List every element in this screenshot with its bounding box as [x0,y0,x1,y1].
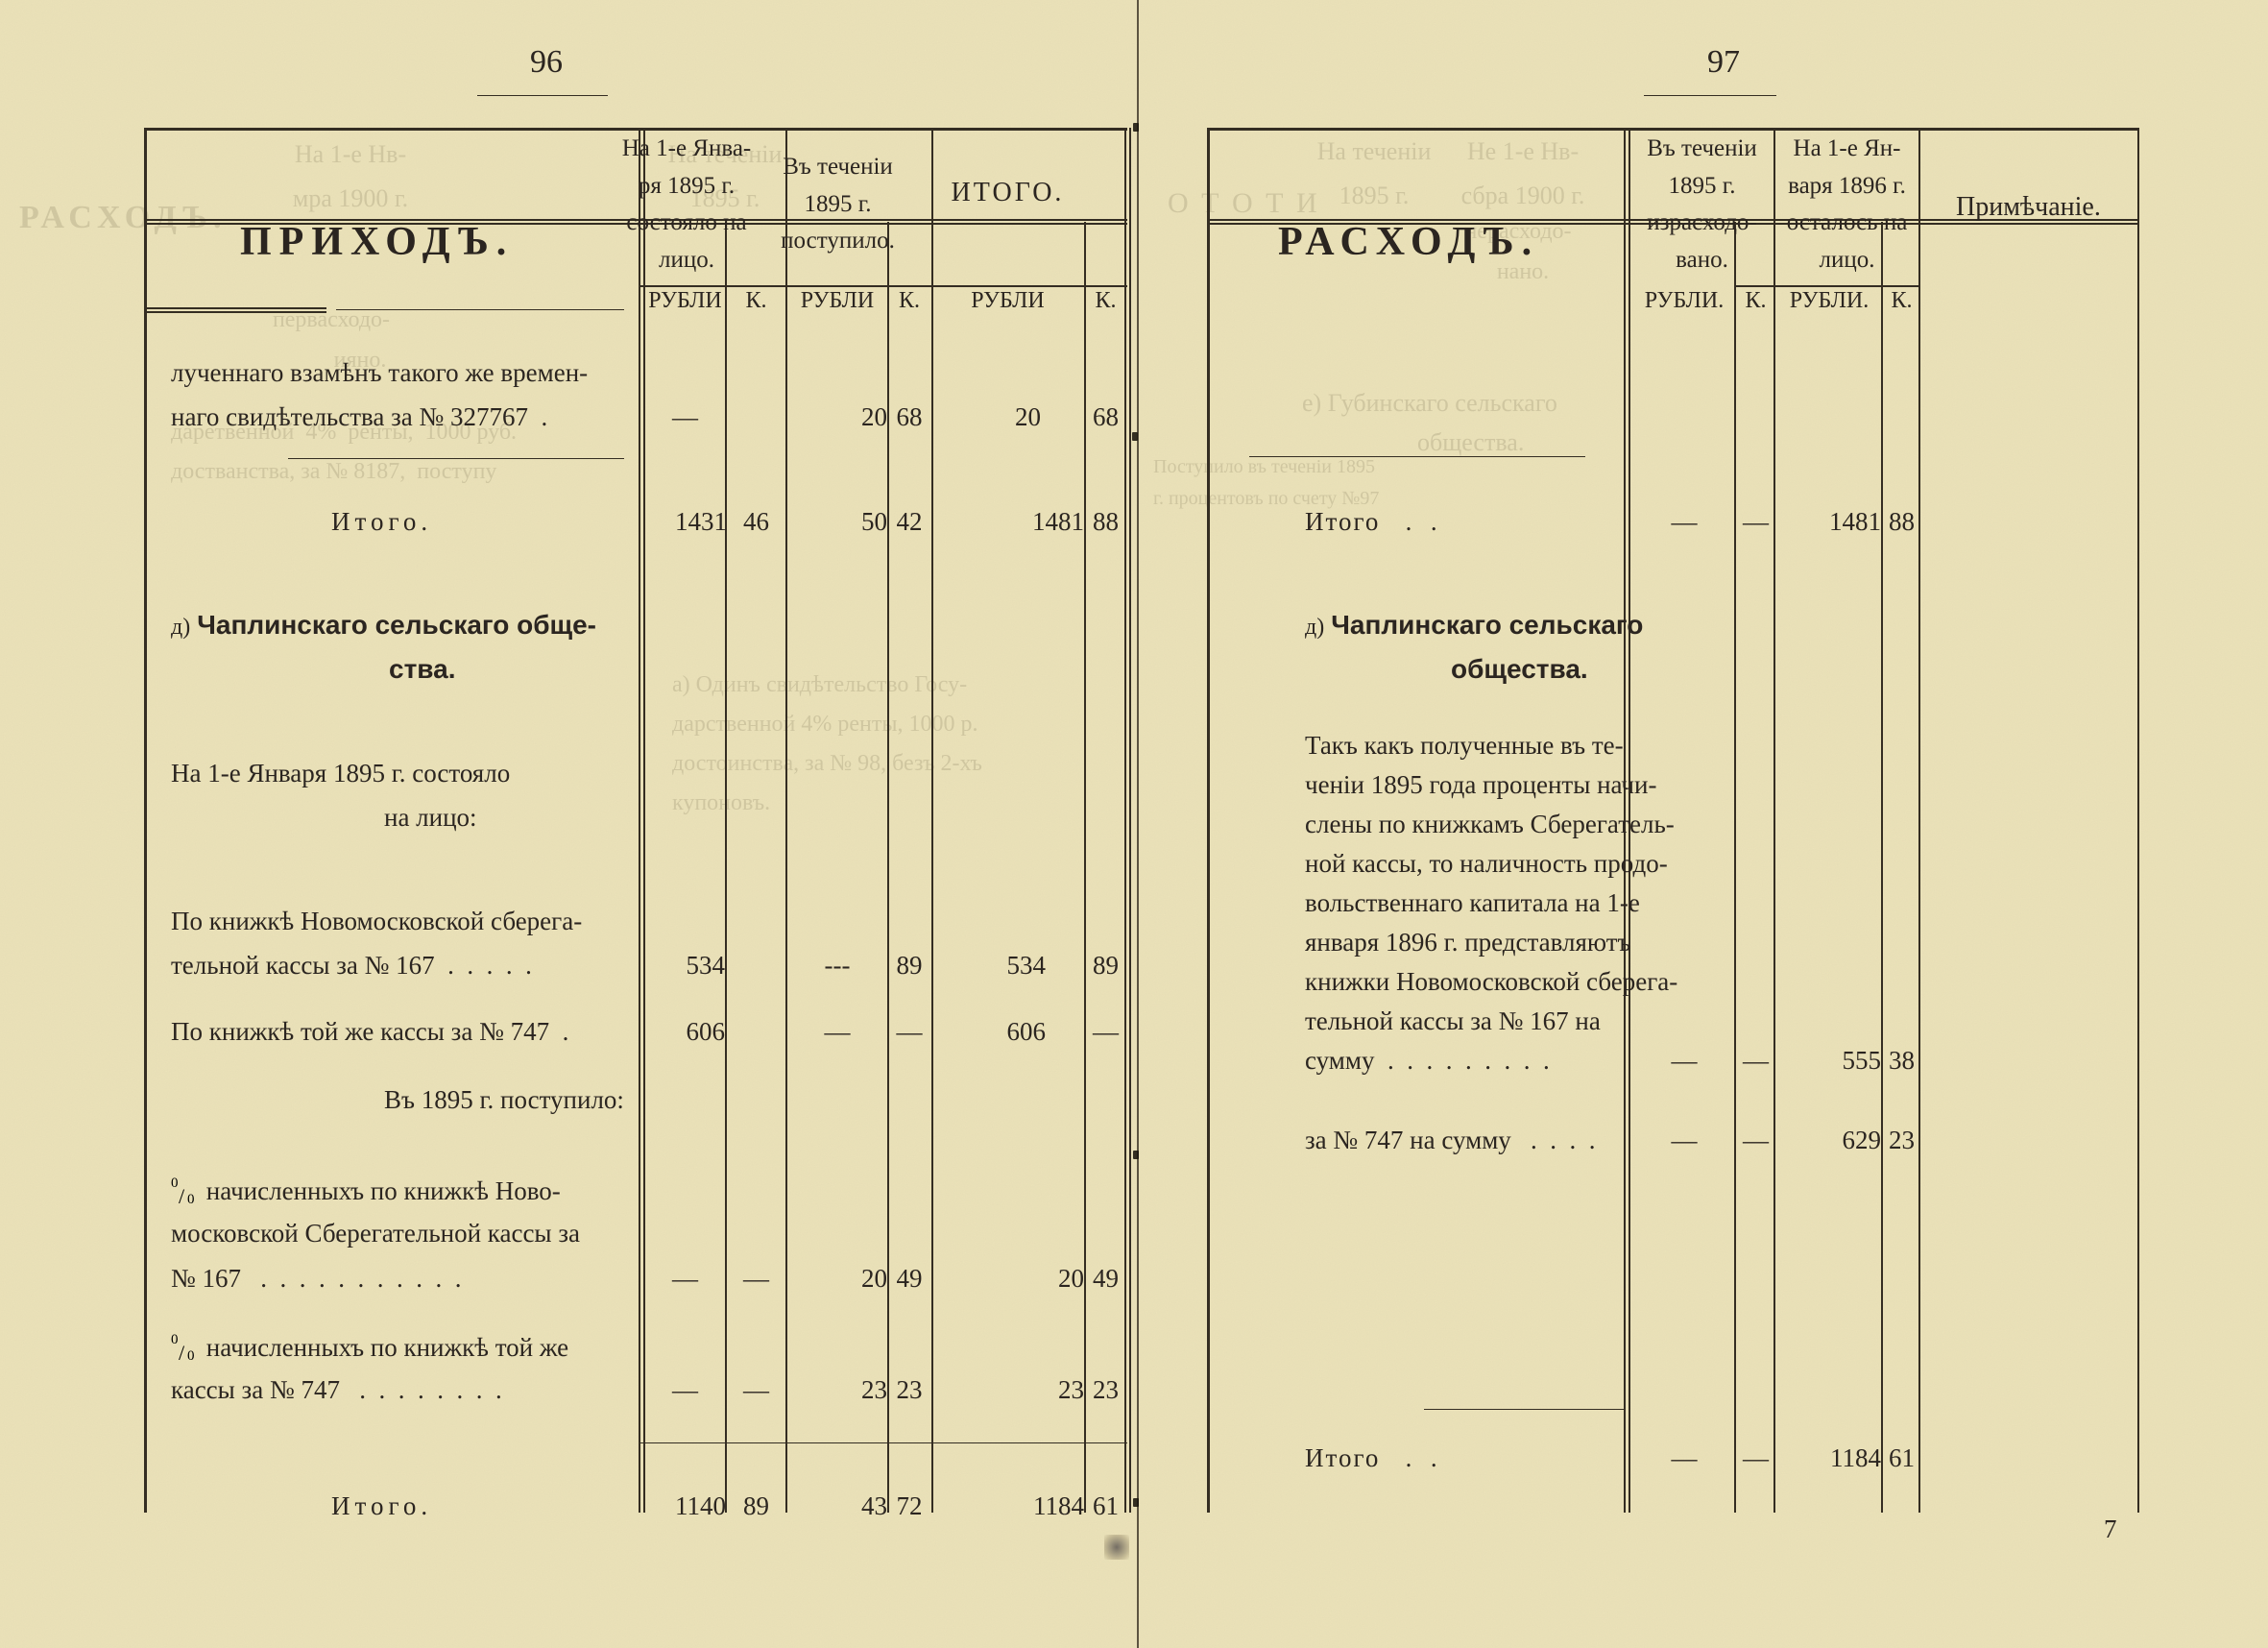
svg-text:0: 0 [171,1175,179,1191]
svg-text:/: / [179,1341,185,1364]
svg-text:0: 0 [171,1332,179,1347]
svg-text:0: 0 [187,1348,195,1364]
svg-text:0: 0 [187,1192,195,1207]
svg-text:/: / [179,1184,185,1207]
